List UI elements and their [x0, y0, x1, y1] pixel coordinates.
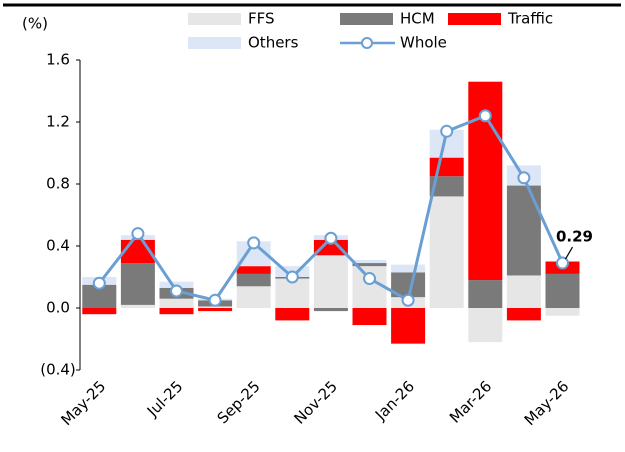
- legend-swatch: [188, 37, 241, 49]
- bar-segment: [352, 308, 387, 326]
- bar-segment: [468, 280, 503, 308]
- legend-label: Whole: [400, 34, 447, 52]
- bar-segment: [506, 275, 541, 308]
- line-marker: [170, 284, 183, 298]
- line-marker: [401, 293, 415, 307]
- line-marker: [363, 272, 376, 286]
- legend-label: FFS: [248, 10, 275, 28]
- y-tick-label: 1.6: [46, 51, 70, 69]
- line-marker: [478, 109, 492, 123]
- line-marker: [324, 231, 338, 245]
- legend-label: Others: [248, 34, 299, 52]
- data-label: 0.29: [556, 228, 593, 246]
- line-marker: [131, 227, 145, 241]
- line-marker: [208, 293, 222, 307]
- bar-segment: [159, 298, 194, 308]
- bar-segment: [82, 284, 117, 308]
- line-marker: [556, 256, 569, 270]
- legend-label: HCM: [400, 10, 435, 28]
- line-marker: [517, 171, 531, 185]
- y-axis-label: (%): [22, 15, 48, 33]
- bar-segment: [545, 273, 580, 308]
- bar-segment: [429, 196, 464, 308]
- y-tick-label: (0.4): [40, 361, 76, 379]
- x-tick-label: Jul-25: [143, 377, 187, 421]
- bar-segment: [468, 308, 503, 343]
- bar-segment: [352, 259, 387, 264]
- bar-segment: [506, 185, 541, 276]
- bar-segment: [429, 157, 464, 177]
- bar-segment: [545, 308, 580, 316]
- x-tick-label: Nov-25: [290, 377, 340, 427]
- x-tick-label: May-26: [521, 377, 573, 429]
- line-marker: [285, 270, 299, 284]
- bar-segment: [275, 308, 310, 321]
- legend-swatch: [340, 13, 393, 25]
- bar-segment: [352, 263, 387, 267]
- bar-segment: [198, 306, 233, 308]
- legend-swatch: [448, 13, 501, 25]
- bar-segment: [120, 304, 155, 308]
- bar-segment: [82, 308, 117, 315]
- x-tick-label: Jan-26: [371, 377, 418, 424]
- annotation-arrow: [564, 246, 574, 260]
- bar-segment: [159, 308, 194, 315]
- bar-segment: [313, 239, 348, 256]
- legend-swatch: [188, 13, 241, 25]
- line-marker: [440, 124, 454, 138]
- y-tick-label: 0.4: [46, 237, 70, 255]
- bar-segment: [506, 308, 541, 321]
- x-tick-label: May-25: [58, 377, 110, 429]
- line-marker: [247, 236, 261, 250]
- x-tick-label: Sep-25: [214, 377, 264, 427]
- legend-marker: [361, 37, 373, 49]
- bar-segment: [198, 308, 233, 312]
- bar-segment: [391, 308, 426, 344]
- y-tick-label: 1.2: [46, 113, 70, 131]
- y-tick-label: 0.0: [46, 299, 70, 317]
- bar-segment: [120, 263, 155, 305]
- x-tick-label: Mar-26: [446, 377, 495, 426]
- bar-segment: [313, 308, 348, 312]
- bar-segment: [429, 176, 464, 197]
- bar-segment: [236, 266, 271, 274]
- bar-segment: [236, 273, 271, 287]
- bar-segment: [236, 286, 271, 308]
- bar-segment: [391, 264, 426, 273]
- bar-segment: [313, 255, 348, 308]
- y-tick-label: 0.8: [46, 175, 70, 193]
- line-marker: [92, 276, 106, 290]
- legend-label: Traffic: [507, 10, 553, 28]
